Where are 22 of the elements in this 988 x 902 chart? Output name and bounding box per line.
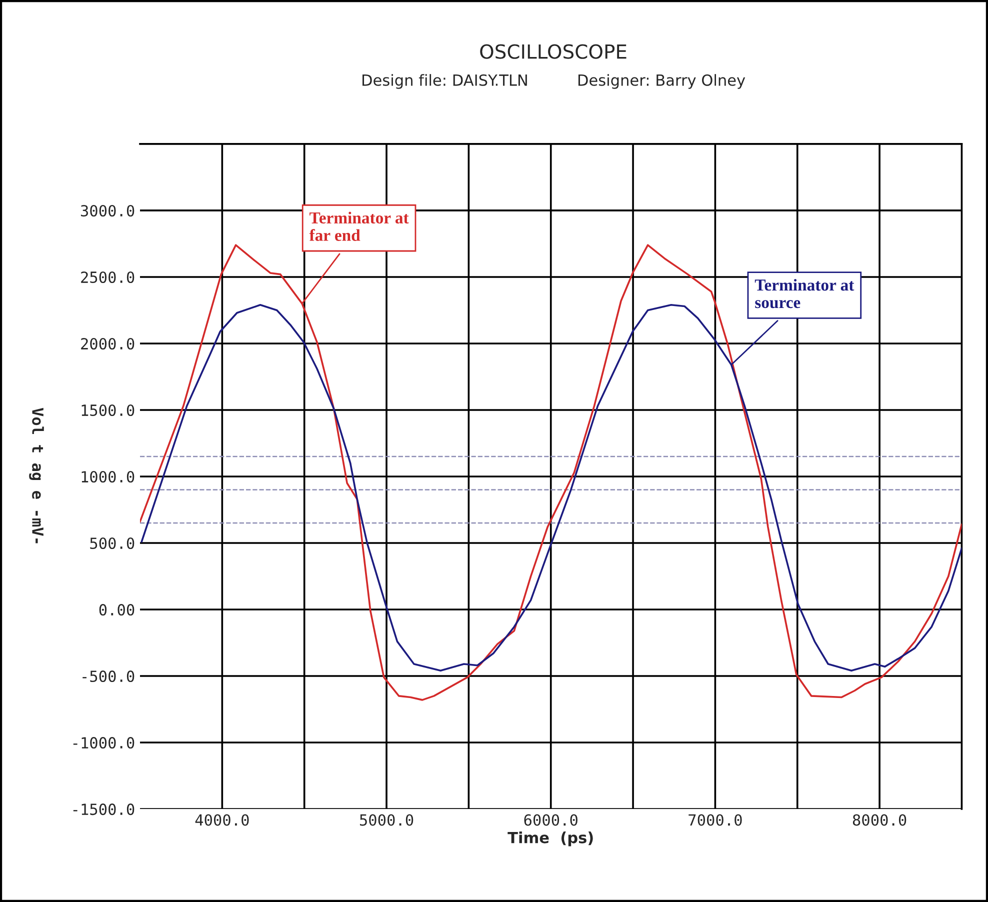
y-tick-label: 1000.0 xyxy=(82,470,134,483)
x-tick-label: 5000.0 xyxy=(360,814,414,826)
y-axis-title: Vol t ag e -mV- xyxy=(29,408,44,544)
y-tick-label: 3000.0 xyxy=(80,204,134,217)
chart-title: OSCILLOSCOPE xyxy=(480,44,626,59)
text: Terminator at far end xyxy=(309,212,409,241)
y-tick-label: -500.0 xyxy=(82,670,134,682)
line-series xyxy=(140,244,962,701)
y-tick-label: 2500.0 xyxy=(81,271,134,284)
x-tick-label: 4000.0 xyxy=(195,814,249,826)
y-tick-label: 500.0 xyxy=(90,537,134,550)
y-tick-label: 2000.0 xyxy=(81,338,134,350)
x-tick-label: 8000.0 xyxy=(852,814,906,826)
y-tick-label: 0.00 xyxy=(99,604,134,616)
x-axis-title: Time (ps) xyxy=(508,832,593,846)
y-tick-label: -1500.0 xyxy=(73,804,134,816)
text: Terminator at source xyxy=(754,278,854,308)
chart-subtitle: Design file: DAISY.TLN Designer: Barry Olney xyxy=(362,74,746,89)
x-tick-label: 6000.0 xyxy=(524,814,578,826)
y-tick-label: 1500.0 xyxy=(82,404,134,416)
y-tick-label: -1000.0 xyxy=(73,737,134,749)
x-tick-label: 7000.0 xyxy=(688,814,742,826)
